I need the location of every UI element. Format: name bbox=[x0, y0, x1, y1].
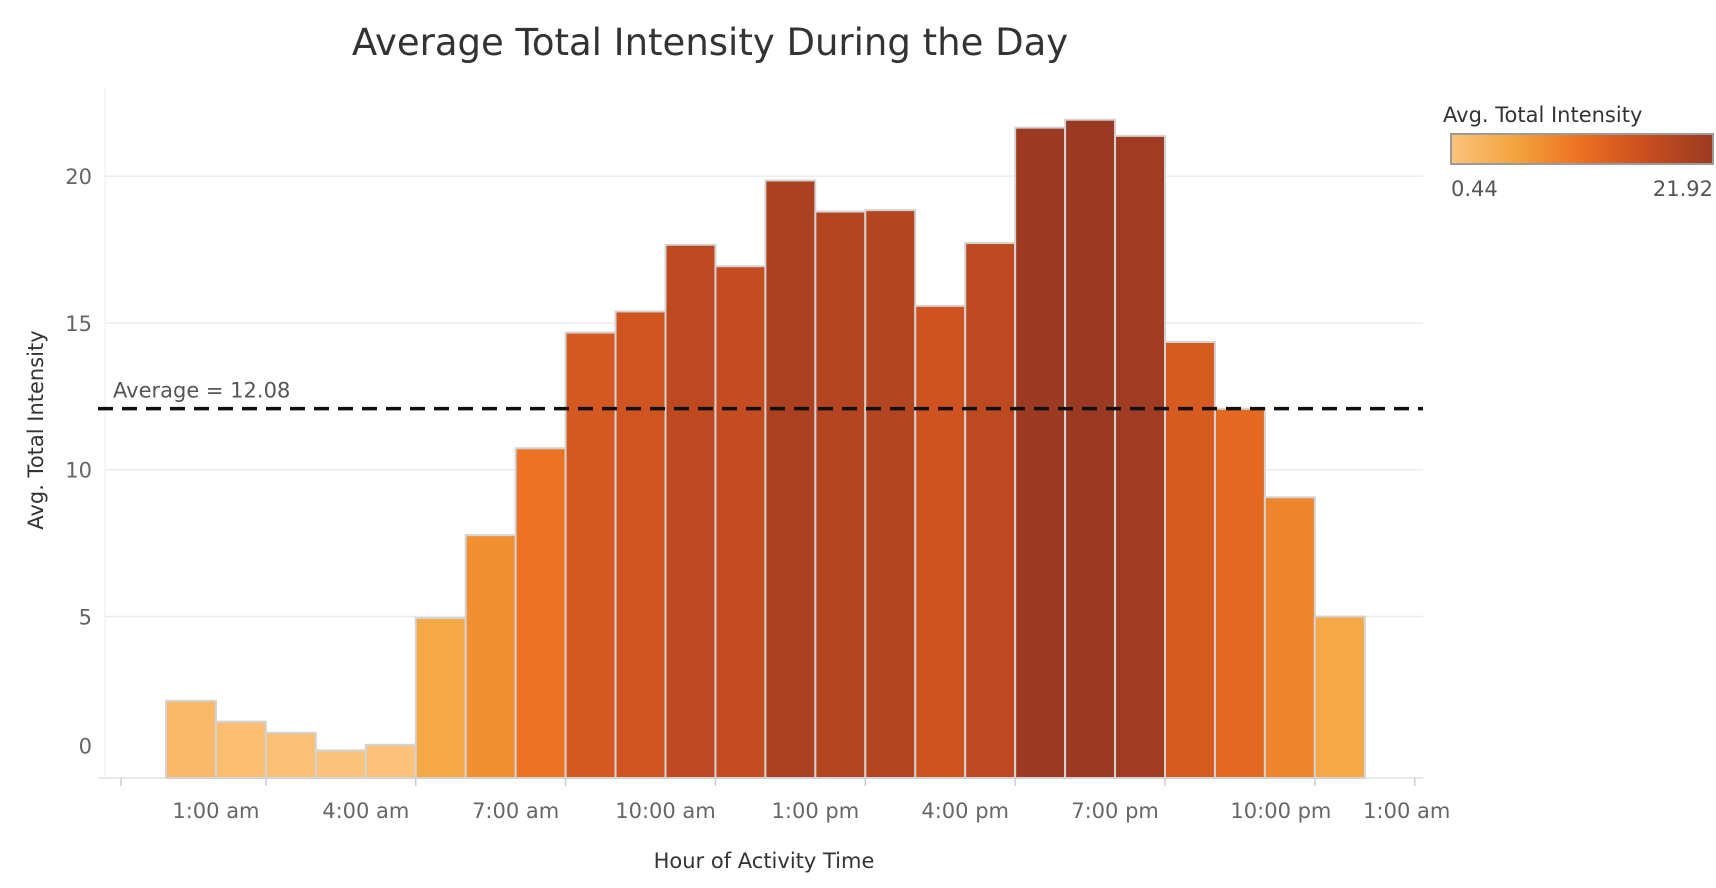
x-tick-label: 1:00 am bbox=[1363, 799, 1450, 823]
bar bbox=[165, 699, 217, 780]
bar bbox=[1014, 126, 1067, 779]
x-axis-title: Hour of Activity Time bbox=[654, 849, 875, 873]
bar bbox=[664, 243, 717, 779]
bar bbox=[264, 731, 317, 779]
x-tick-marks bbox=[120, 778, 1416, 786]
bar bbox=[1263, 496, 1316, 779]
bar bbox=[364, 743, 417, 780]
y-tick-label: 10 bbox=[65, 459, 92, 483]
x-tick-label: 10:00 pm bbox=[1230, 799, 1331, 823]
bar bbox=[914, 304, 967, 779]
bars bbox=[165, 118, 1366, 780]
y-tick-label: 20 bbox=[65, 165, 92, 189]
bar bbox=[614, 310, 667, 779]
x-tick-label: 1:00 pm bbox=[772, 799, 860, 823]
bar bbox=[314, 749, 367, 780]
y-tick-labels: 0 5 10 15 20 bbox=[65, 165, 92, 758]
y-tick-label: 0 bbox=[79, 734, 92, 758]
legend-color-ramp bbox=[1450, 133, 1714, 165]
bar bbox=[1313, 615, 1366, 779]
bar bbox=[764, 179, 817, 779]
bar bbox=[1064, 118, 1117, 780]
bar bbox=[414, 616, 467, 779]
color-legend: Avg. Total Intensity 0.44 21.92 bbox=[1443, 103, 1714, 201]
y-tick-label: 15 bbox=[65, 312, 92, 336]
bar bbox=[1213, 407, 1266, 779]
y-axis-title: Avg. Total Intensity bbox=[24, 330, 48, 529]
bar bbox=[864, 209, 917, 780]
bar bbox=[964, 242, 1017, 779]
x-tick-label: 7:00 pm bbox=[1071, 799, 1159, 823]
x-tick-labels: 1:00 am 4:00 am 7:00 am 10:00 am 1:00 pm 4:00… bbox=[172, 799, 1450, 823]
x-tick-label: 4:00 am bbox=[322, 799, 409, 823]
legend-max-label: 21.92 bbox=[1653, 177, 1713, 201]
bar bbox=[514, 447, 567, 779]
bar bbox=[814, 210, 867, 779]
bar bbox=[1164, 340, 1216, 779]
bar bbox=[464, 534, 517, 779]
legend-title: Avg. Total Intensity bbox=[1443, 103, 1642, 127]
x-tick-label: 7:00 am bbox=[472, 799, 559, 823]
bar bbox=[564, 331, 617, 779]
bar bbox=[214, 720, 267, 780]
average-reference-label: Average = 12.08 bbox=[113, 379, 290, 403]
x-tick-label: 10:00 am bbox=[615, 799, 716, 823]
chart-title: Average Total Intensity During the Day bbox=[352, 21, 1068, 64]
bar bbox=[714, 265, 767, 779]
bar bbox=[1114, 134, 1167, 780]
x-tick-label: 4:00 pm bbox=[921, 799, 1009, 823]
x-tick-label: 1:00 am bbox=[172, 799, 259, 823]
legend-min-label: 0.44 bbox=[1451, 177, 1498, 201]
y-tick-label: 5 bbox=[79, 606, 92, 630]
